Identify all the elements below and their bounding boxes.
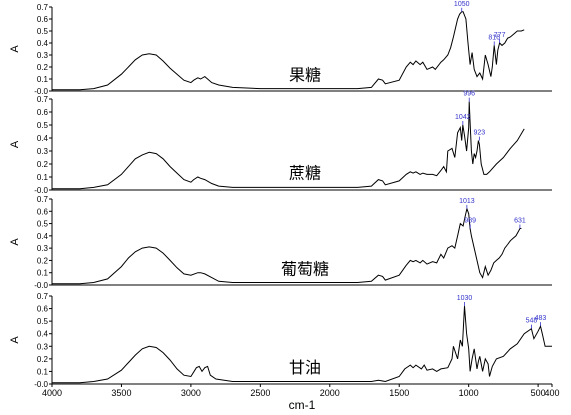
y-tick-label: 0.1 [37,75,49,84]
y-tick-label: 0.2 [37,160,49,169]
y-tick-label: -0.0 [34,380,48,389]
y-tick-label: 0.6 [37,305,49,314]
y-tick-label: 0.7 [37,3,49,12]
y-tick-label: 0.1 [37,367,49,376]
y-tick-label: 0.3 [37,51,49,60]
peak-label: 816 [488,34,500,41]
spectrum-line [52,306,552,384]
peak-label: 631 [514,217,526,224]
y-tick-label: 0.4 [37,134,49,143]
y-axis-label: A [9,336,21,344]
peak-label: 1042 [455,114,471,121]
x-tick-label: 3000 [181,388,201,398]
y-axis-label: A [9,45,21,53]
y-axis-label: A [9,238,21,246]
x-tick-label: 2500 [250,388,270,398]
y-tick-label: 0.5 [37,317,49,326]
y-tick-label: 0.7 [37,195,49,204]
panel-2: -0.0 0.1 0.2 0.3 0.4 0.5 0.6 0.7 A 蔗糖 996 1042 923 [9,91,552,195]
y-tick-label: 0.7 [37,95,49,104]
y-tick-label: -0.0 [34,281,48,290]
y-tick-label: 0.6 [37,207,49,216]
peak-label: 483 [535,315,547,322]
peak-label: 548 [526,318,538,325]
x-tick-label: 400 [544,388,559,398]
peak-label: 1030 [457,295,473,302]
y-tick-label: 0.3 [37,147,49,156]
x-axis-label: cm-1 [289,398,316,412]
peak-label: 1050 [454,1,470,8]
y-tick-label: 0.4 [37,330,49,339]
y-axis-label: A [9,140,21,148]
series-name-label: 果糖 [289,67,321,85]
x-tick-label: 3500 [111,388,131,398]
peak-label: 923 [474,130,486,137]
series-name-label: 蔗糖 [289,164,321,182]
spectrum-line [52,101,525,190]
y-tick-label: 0.5 [37,27,49,36]
series-name-label: 葡萄糖 [281,260,329,278]
y-tick-label: 0.6 [37,108,49,117]
peak-label: 1013 [459,198,475,205]
y-tick-label: 0.3 [37,342,49,351]
x-tick-label: 1000 [459,388,479,398]
panels: -0.00.10.20.30.40.50.60.7A果糖1050816777-0… [9,1,552,389]
peak-label: 989 [464,217,476,224]
spectrum-line [52,207,522,285]
x-tick-label: 4000 [42,388,62,398]
x-tick-label: 1500 [389,388,409,398]
y-tick-label: -0.0 [34,186,48,195]
y-tick-label: -0.0 [34,87,48,96]
spectrum-line [52,11,525,91]
y-tick-label: 0.2 [37,256,49,265]
y-tick-label: 0.4 [37,232,49,241]
peak-label: 777 [494,32,506,39]
y-tick-label: 0.5 [37,220,49,229]
y-tick-label: 0.1 [37,173,49,182]
y-tick-label: 0.4 [37,39,49,48]
series-name-label: 甘油 [289,359,321,377]
y-tick-label: 0.2 [37,355,49,364]
y-tick-label: 0.2 [37,63,49,72]
x-tick-label: 500 [531,388,546,398]
panel-3: -0.0 0.1 0.2 0.3 0.4 0.5 0.6 0.7 A 葡萄糖 1013 989 631 [9,195,552,290]
y-tick-label: 0.3 [37,244,49,253]
y-tick-label: 0.6 [37,15,49,24]
y-tick-label: 0.7 [37,292,49,301]
y-tick-label: 0.5 [37,121,49,130]
y-tick-label: 0.1 [37,269,49,278]
peak-label: 996 [463,91,475,98]
x-tick-label: 2000 [320,388,340,398]
